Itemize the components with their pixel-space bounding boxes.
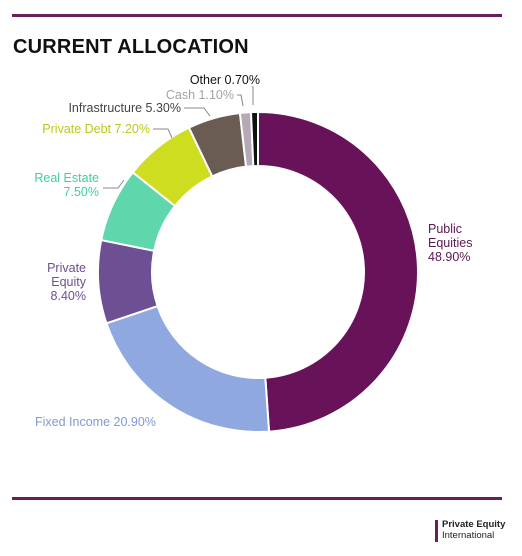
- label-private-debt-line: Private Debt 7.20%: [42, 122, 150, 136]
- leader-line-private-debt: [153, 128, 173, 139]
- slice-public-equities: [257, 110, 419, 433]
- label-infrastructure: Infrastructure 5.30%: [68, 101, 181, 115]
- slice-fixed-income: [105, 304, 271, 433]
- bottom-rule: [12, 497, 502, 500]
- label-cash-line: Cash 1.10%: [166, 88, 234, 102]
- brand-logo: Private Equity International: [435, 519, 506, 542]
- leader-line-infrastructure: [184, 107, 211, 117]
- brand-line-2: International: [442, 529, 495, 541]
- leader-line-cash: [237, 94, 244, 107]
- label-private-equity-line: Equity: [51, 275, 86, 289]
- label-fixed-income-line: Fixed Income 20.90%: [35, 415, 156, 429]
- label-real-estate-line: 7.50%: [64, 185, 99, 199]
- slice-other: [249, 110, 259, 168]
- label-fixed-income: Fixed Income 20.90%: [35, 415, 156, 429]
- top-rule: [12, 14, 502, 17]
- label-other: Other 0.70%: [190, 73, 260, 87]
- label-other-line: Other 0.70%: [190, 73, 260, 87]
- chart-title: CURRENT ALLOCATION: [13, 36, 249, 58]
- label-private-equity-line: 8.40%: [51, 289, 86, 303]
- label-private-debt: Private Debt 7.20%: [42, 122, 150, 136]
- brand-line-1: Private Equity: [442, 519, 506, 530]
- label-private-equity: Private Equity 8.40%: [47, 261, 87, 303]
- label-public-equities-line: Public: [428, 222, 462, 236]
- label-infrastructure-line: Infrastructure 5.30%: [68, 101, 181, 115]
- label-real-estate: Real Estate 7.50%: [34, 171, 99, 199]
- label-private-equity-line: Private: [47, 261, 86, 275]
- label-real-estate-line: Real Estate: [34, 171, 99, 185]
- leader-line-real-estate: [103, 179, 125, 189]
- label-public-equities-line: Equities: [428, 236, 472, 250]
- label-public-equities-line: 48.90%: [428, 250, 470, 264]
- label-public-equities: Public Equities 48.90%: [428, 222, 472, 264]
- label-cash: Cash 1.10%: [166, 88, 234, 102]
